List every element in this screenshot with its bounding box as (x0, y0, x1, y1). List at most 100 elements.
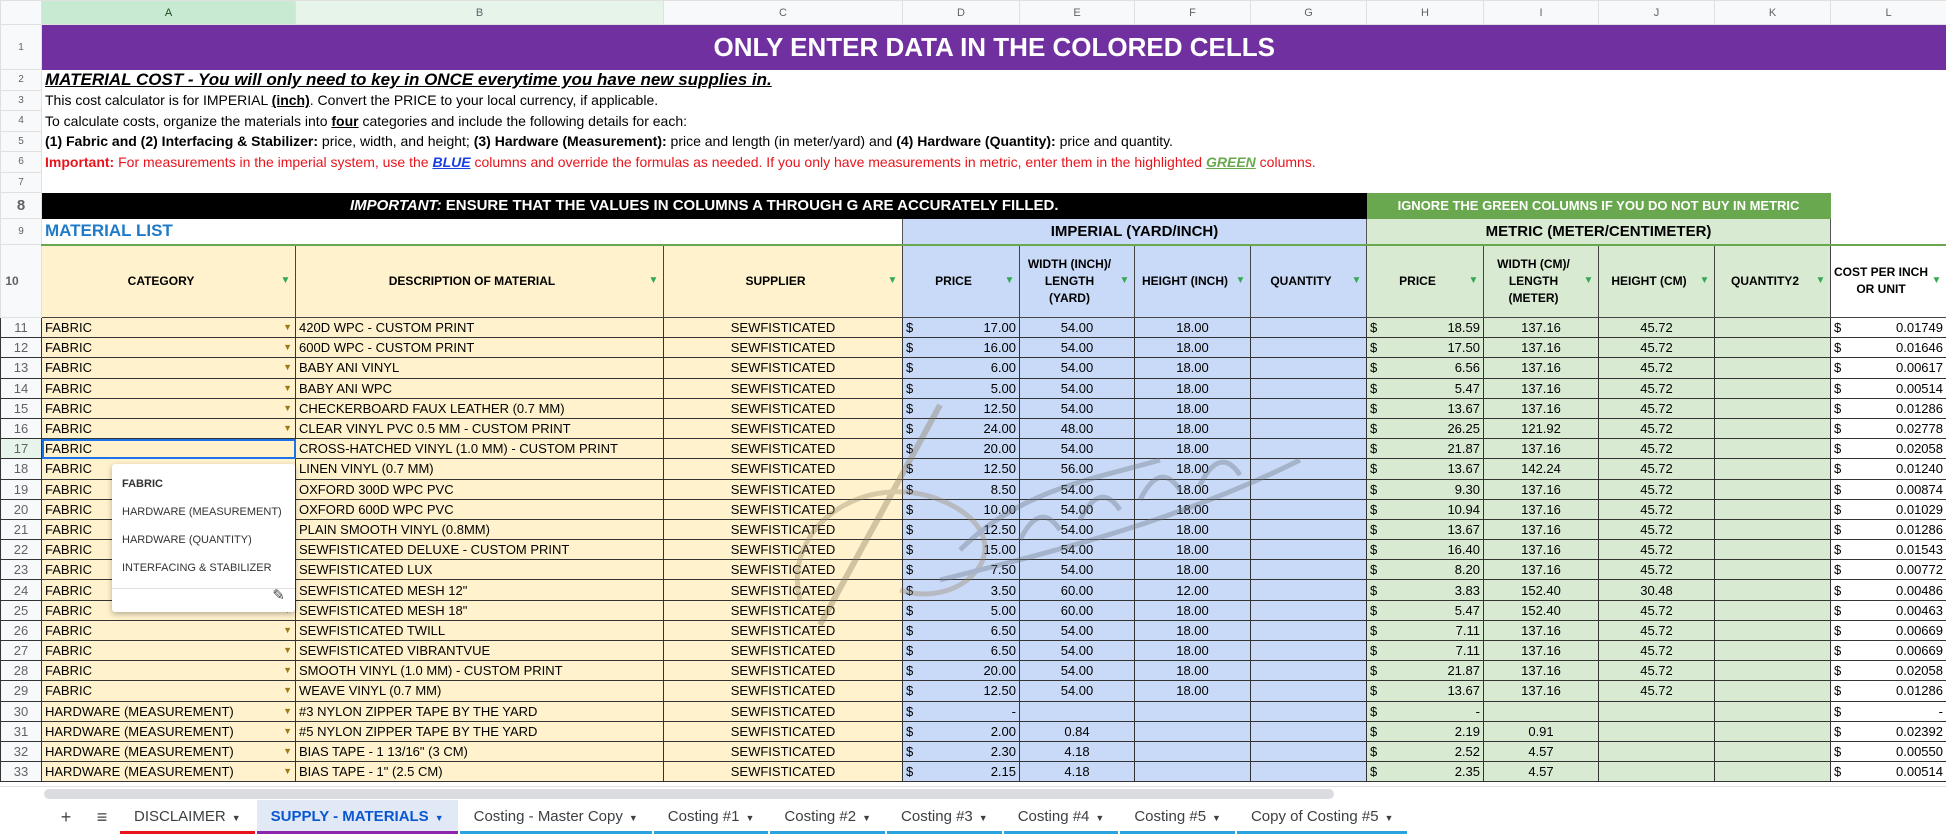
cost-cell[interactable]: $0.01543 (1831, 540, 1946, 560)
dropdown-arrow-icon[interactable]: ▼ (283, 362, 292, 372)
sheet-tab[interactable]: Costing #1▼ (654, 800, 769, 834)
price-cell[interactable]: $- (903, 701, 1020, 721)
dropdown-arrow-icon[interactable]: ▼ (283, 423, 292, 433)
row-header[interactable]: 4 (1, 111, 42, 132)
cost-cell[interactable]: $0.01286 (1831, 519, 1946, 539)
row-header[interactable]: 30 (1, 701, 42, 721)
chevron-down-icon[interactable]: ▼ (435, 813, 444, 823)
price-cell[interactable]: $8.50 (903, 479, 1020, 499)
measurement-cell[interactable] (1715, 560, 1831, 580)
row-header[interactable]: 12 (1, 338, 42, 358)
cost-cell[interactable]: $0.00514 (1831, 378, 1946, 398)
measurement-cell[interactable] (1251, 499, 1367, 519)
cost-cell[interactable]: $0.00772 (1831, 560, 1946, 580)
sheet-tab[interactable]: Costing #5▼ (1120, 800, 1235, 834)
measurement-cell[interactable]: 18.00 (1135, 540, 1251, 560)
row-header[interactable]: 19 (1, 479, 42, 499)
measurement-cell[interactable] (1715, 701, 1831, 721)
row-header[interactable]: 15 (1, 398, 42, 418)
sheet-tab[interactable]: SUPPLY - MATERIALS▼ (257, 800, 458, 834)
row-header[interactable]: 6 (1, 152, 42, 173)
category-cell[interactable]: FABRIC▼ (42, 358, 296, 378)
measurement-cell[interactable]: 137.16 (1484, 560, 1599, 580)
description-cell[interactable]: SEWFISTICATED MESH 12" (296, 580, 664, 600)
row-header[interactable]: 25 (1, 600, 42, 620)
measurement-cell[interactable]: 18.00 (1135, 338, 1251, 358)
supplier-cell[interactable]: SEWFISTICATED (664, 600, 903, 620)
price-cell[interactable]: $6.56 (1367, 358, 1484, 378)
category-cell[interactable]: FABRIC▼ (42, 398, 296, 418)
row-header[interactable]: 26 (1, 620, 42, 640)
measurement-cell[interactable]: 54.00 (1020, 681, 1135, 701)
cost-cell[interactable]: $0.00617 (1831, 358, 1946, 378)
measurement-cell[interactable] (1715, 741, 1831, 761)
description-cell[interactable]: CHECKERBOARD FAUX LEATHER (0.7 MM) (296, 398, 664, 418)
column-heading[interactable]: HEIGHT (CM)▼ (1599, 245, 1715, 318)
description-cell[interactable]: SEWFISTICATED DELUXE - CUSTOM PRINT (296, 540, 664, 560)
measurement-cell[interactable]: 45.72 (1599, 398, 1715, 418)
measurement-cell[interactable]: 137.16 (1484, 338, 1599, 358)
sheet-tab[interactable]: Costing #2▼ (770, 800, 885, 834)
intro-line-3[interactable]: This cost calculator is for IMPERIAL (in… (42, 90, 1946, 111)
dropdown-arrow-icon[interactable]: ▼ (283, 685, 292, 695)
measurement-cell[interactable]: 60.00 (1020, 580, 1135, 600)
price-cell[interactable]: $8.20 (1367, 560, 1484, 580)
cost-cell[interactable]: $0.02392 (1831, 721, 1946, 741)
row-header[interactable]: 10 (1, 245, 42, 318)
filter-icon[interactable]: ▼ (1931, 276, 1942, 285)
supplier-cell[interactable]: SEWFISTICATED (664, 721, 903, 741)
measurement-cell[interactable]: 54.00 (1020, 479, 1135, 499)
supplier-cell[interactable]: SEWFISTICATED (664, 560, 903, 580)
measurement-cell[interactable] (1715, 398, 1831, 418)
measurement-cell[interactable]: 12.00 (1135, 580, 1251, 600)
dropdown-arrow-icon[interactable]: ▼ (283, 766, 292, 776)
menu-icon[interactable]: ≡ (84, 807, 120, 828)
description-cell[interactable]: BABY ANI WPC (296, 378, 664, 398)
row-header[interactable]: 11 (1, 318, 42, 338)
description-cell[interactable]: 600D WPC - CUSTOM PRINT (296, 338, 664, 358)
supplier-cell[interactable]: SEWFISTICATED (664, 641, 903, 661)
measurement-cell[interactable]: 18.00 (1135, 499, 1251, 519)
measurement-cell[interactable]: 18.00 (1135, 318, 1251, 338)
supplier-cell[interactable]: SEWFISTICATED (664, 661, 903, 681)
supplier-cell[interactable]: SEWFISTICATED (664, 318, 903, 338)
row-header[interactable]: 28 (1, 661, 42, 681)
dropdown-arrow-icon[interactable]: ▼ (283, 726, 292, 736)
measurement-cell[interactable]: 45.72 (1599, 560, 1715, 580)
measurement-cell[interactable] (1251, 620, 1367, 640)
measurement-cell[interactable] (1715, 519, 1831, 539)
cost-cell[interactable]: $0.00874 (1831, 479, 1946, 499)
measurement-cell[interactable] (1251, 600, 1367, 620)
category-cell[interactable]: FABRIC▼ (42, 418, 296, 438)
price-cell[interactable]: $13.67 (1367, 459, 1484, 479)
measurement-cell[interactable]: 18.00 (1135, 681, 1251, 701)
column-header-b[interactable]: B (296, 1, 664, 25)
column-header-j[interactable]: J (1599, 1, 1715, 25)
measurement-cell[interactable] (1715, 620, 1831, 640)
measurement-cell[interactable]: 142.24 (1484, 459, 1599, 479)
measurement-cell[interactable] (1715, 358, 1831, 378)
supplier-cell[interactable]: SEWFISTICATED (664, 762, 903, 782)
price-cell[interactable]: $2.30 (903, 741, 1020, 761)
dropdown-arrow-icon[interactable]: ▼ (283, 625, 292, 635)
measurement-cell[interactable] (1599, 701, 1715, 721)
measurement-cell[interactable]: 0.84 (1020, 721, 1135, 741)
measurement-cell[interactable]: 45.72 (1599, 681, 1715, 701)
measurement-cell[interactable]: 54.00 (1020, 398, 1135, 418)
price-cell[interactable]: $26.25 (1367, 418, 1484, 438)
column-heading[interactable]: HEIGHT (INCH)▼ (1135, 245, 1251, 318)
measurement-cell[interactable] (1251, 741, 1367, 761)
description-cell[interactable]: SEWFISTICATED TWILL (296, 620, 664, 640)
column-header-g[interactable]: G (1251, 1, 1367, 25)
measurement-cell[interactable] (1715, 762, 1831, 782)
category-cell[interactable]: FABRIC▼ (42, 318, 296, 338)
cost-cell[interactable]: $0.00463 (1831, 600, 1946, 620)
measurement-cell[interactable] (1715, 641, 1831, 661)
supplier-cell[interactable]: SEWFISTICATED (664, 418, 903, 438)
row-header[interactable]: 18 (1, 459, 42, 479)
horizontal-scrollbar[interactable] (0, 786, 1946, 800)
supplier-cell[interactable]: SEWFISTICATED (664, 701, 903, 721)
column-heading[interactable]: CATEGORY▼ (42, 245, 296, 318)
price-cell[interactable]: $17.00 (903, 318, 1020, 338)
row-header[interactable]: 27 (1, 641, 42, 661)
